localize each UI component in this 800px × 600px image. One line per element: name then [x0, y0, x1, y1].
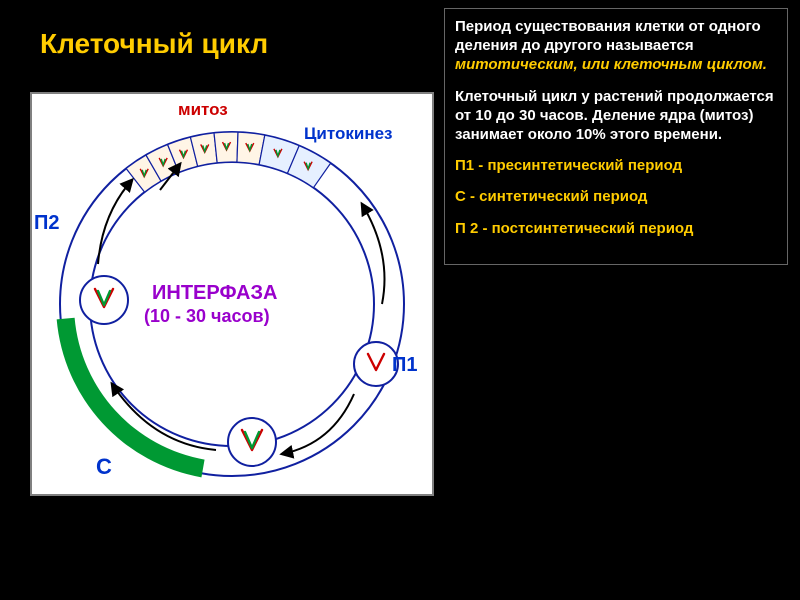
label-interphase-2: (10 - 30 часов) — [144, 306, 270, 327]
para-definition: Период существования клетки от одного де… — [455, 17, 777, 75]
s-label: С — [455, 188, 466, 205]
cell-cycle-diagram: митоз Цитокинез П2 П1 С ИНТЕРФАЗА (10 - … — [30, 92, 434, 496]
label-interphase-1: ИНТЕРФАЗА — [152, 282, 277, 305]
description-box: Период существования клетки от одного де… — [444, 8, 788, 265]
p2-rest: - постсинтетический период — [478, 220, 693, 237]
label-p1: П1 — [392, 354, 418, 377]
p2-label: П 2 — [455, 220, 478, 237]
para1-emph: митотическим, или клеточным циклом. — [455, 56, 767, 73]
p1-label: П1 — [455, 157, 474, 174]
label-c: С — [96, 454, 112, 480]
para1-prefix: Период существования клетки от одного де… — [455, 18, 761, 54]
label-mitoz: митоз — [178, 100, 228, 120]
para-p1: П1 - пресинтетический период — [455, 156, 777, 175]
label-cytokinesis: Цитокинез — [304, 124, 393, 144]
s-rest: - синтетический период — [466, 188, 648, 205]
para-s: С - синтетический период — [455, 187, 777, 206]
p1-rest: - пресинтетический период — [474, 157, 682, 174]
para-duration: Клеточный цикл у растений продолжается о… — [455, 87, 777, 145]
label-p2: П2 — [34, 212, 60, 235]
para-p2: П 2 - постсинтетический период — [455, 219, 777, 238]
slide-title: Клеточный цикл — [40, 28, 268, 60]
